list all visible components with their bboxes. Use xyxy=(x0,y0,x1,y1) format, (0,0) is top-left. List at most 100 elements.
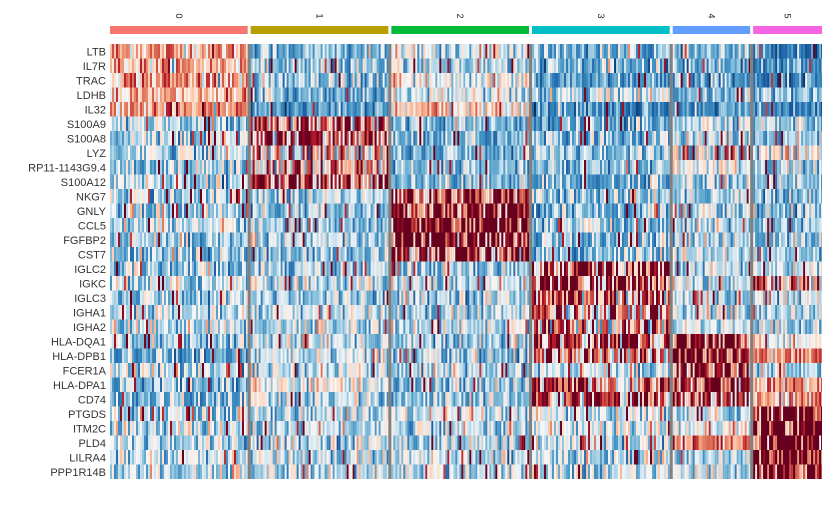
heatmap-cell-HLA-DPB1-cluster-5 xyxy=(753,348,822,363)
heatmap-cell-IGLC3-cluster-0 xyxy=(110,290,248,305)
heatmap-cell-NKG7-cluster-0 xyxy=(110,189,248,204)
heatmap-cell-S100A8-cluster-1 xyxy=(250,131,389,146)
heatmap-cell-IGHA1-cluster-5 xyxy=(753,305,822,320)
heatmap-cell-IGHA1-cluster-1 xyxy=(250,305,389,320)
heatmap-cell-CD74-cluster-5 xyxy=(753,392,822,407)
cluster-separator-2 xyxy=(529,44,533,479)
heatmap-cell-S100A12-cluster-3 xyxy=(532,174,670,189)
heatmap-cell-IGKC-cluster-2 xyxy=(391,276,530,291)
heatmap-cell-LDHB-cluster-5 xyxy=(753,87,822,102)
heatmap-cell-IGHA2-cluster-1 xyxy=(250,319,389,334)
heatmap-cell-IGLC2-cluster-0 xyxy=(110,261,248,276)
heatmap-cell-HLA-DPB1-cluster-4 xyxy=(672,348,751,363)
gene-label-PLD4: PLD4 xyxy=(78,438,106,450)
heatmap-cell-TRAC-cluster-2 xyxy=(391,73,530,88)
heatmap-cell-HLA-DQA1-cluster-1 xyxy=(250,334,389,349)
gene-label-CST7: CST7 xyxy=(78,249,106,261)
heatmap-cell-ITM2C-cluster-5 xyxy=(753,421,822,436)
heatmap-cell-S100A8-cluster-5 xyxy=(753,131,822,146)
heatmap-cell-GNLY-cluster-0 xyxy=(110,203,248,218)
heatmap-cell-FCER1A-cluster-3 xyxy=(532,363,670,378)
heatmap-cell-IGKC-cluster-0 xyxy=(110,276,248,291)
gene-label-IGLC2: IGLC2 xyxy=(74,264,106,276)
heatmap-cell-FGFBP2-cluster-0 xyxy=(110,232,248,247)
heatmap-cell-NKG7-cluster-4 xyxy=(672,189,751,204)
gene-label-HLA-DPB1: HLA-DPB1 xyxy=(52,351,106,363)
heatmap-cell-IGHA1-cluster-2 xyxy=(391,305,530,320)
heatmap-cell-ITM2C-cluster-3 xyxy=(532,421,670,436)
gene-label-CCL5: CCL5 xyxy=(78,220,106,232)
heatmap-cell-IGKC-cluster-5 xyxy=(753,276,822,291)
heatmap-cell-NKG7-cluster-5 xyxy=(753,189,822,204)
gene-label-LILRA4: LILRA4 xyxy=(69,452,106,464)
heatmap-cell-ITM2C-cluster-4 xyxy=(672,421,751,436)
heatmap-cell-CST7-cluster-5 xyxy=(753,247,822,262)
gene-label-FCER1A: FCER1A xyxy=(63,365,107,377)
heatmap-cell-PPP1R14B-cluster-5 xyxy=(753,464,822,479)
heatmap-cell-LYZ-cluster-0 xyxy=(110,145,248,160)
heatmap-cell-IGHA2-cluster-3 xyxy=(532,319,670,334)
gene-label-IGHA1: IGHA1 xyxy=(73,307,106,319)
heatmap-cell-LYZ-cluster-1 xyxy=(250,145,389,160)
heatmap-cell-PTGDS-cluster-5 xyxy=(753,406,822,421)
heatmap-cell-S100A9-cluster-2 xyxy=(391,116,530,131)
heatmap-cell-IGHA2-cluster-2 xyxy=(391,319,530,334)
heatmap-cell-RP11-1143G9.4-cluster-5 xyxy=(753,160,822,175)
heatmap-cell-S100A9-cluster-5 xyxy=(753,116,822,131)
heatmap-cell-PLD4-cluster-1 xyxy=(250,435,389,450)
heatmap-cell-TRAC-cluster-3 xyxy=(532,73,670,88)
heatmap-cell-PPP1R14B-cluster-2 xyxy=(391,464,530,479)
heatmap-cell-LDHB-cluster-2 xyxy=(391,87,530,102)
heatmap-cell-LILRA4-cluster-4 xyxy=(672,450,751,465)
cluster-separator-1 xyxy=(388,44,392,479)
heatmap-cell-S100A9-cluster-3 xyxy=(532,116,670,131)
heatmap-cell-HLA-DQA1-cluster-0 xyxy=(110,334,248,349)
heatmap-cell-IGKC-cluster-1 xyxy=(250,276,389,291)
heatmap-cell-S100A12-cluster-1 xyxy=(250,174,389,189)
heatmap-cell-S100A8-cluster-4 xyxy=(672,131,751,146)
heatmap-cell-S100A9-cluster-4 xyxy=(672,116,751,131)
heatmap-cell-IGHA2-cluster-5 xyxy=(753,319,822,334)
heatmap-cell-HLA-DPA1-cluster-3 xyxy=(532,377,670,392)
heatmap-cell-NKG7-cluster-1 xyxy=(250,189,389,204)
heatmap-cell-LILRA4-cluster-2 xyxy=(391,450,530,465)
heatmap-cell-RP11-1143G9.4-cluster-4 xyxy=(672,160,751,175)
gene-labels: LTB IL7R TRAC LDHB IL32 S100A9 S100A8 LYZ RP11-1… xyxy=(28,46,107,479)
heatmap-cell-S100A8-cluster-3 xyxy=(532,131,670,146)
heatmap-cell-PPP1R14B-cluster-1 xyxy=(250,464,389,479)
gene-label-S100A8: S100A8 xyxy=(67,133,106,145)
cluster-separator-3 xyxy=(669,44,673,479)
heatmap-cell-IL7R-cluster-2 xyxy=(391,58,530,73)
gene-label-LDHB: LDHB xyxy=(77,90,106,102)
heatmap-cell-IL7R-cluster-0 xyxy=(110,58,248,73)
heatmap-cell-LILRA4-cluster-3 xyxy=(532,450,670,465)
heatmap-cell-S100A12-cluster-2 xyxy=(391,174,530,189)
heatmap-cell-IL32-cluster-2 xyxy=(391,102,530,117)
heatmap-cell-TRAC-cluster-5 xyxy=(753,73,822,88)
heatmap-cell-FCER1A-cluster-1 xyxy=(250,363,389,378)
heatmap-cell-IGHA1-cluster-3 xyxy=(532,305,670,320)
heatmap-cell-CD74-cluster-3 xyxy=(532,392,670,407)
heatmap-cell-LTB-cluster-5 xyxy=(753,44,822,59)
heatmap-cell-CCL5-cluster-3 xyxy=(532,218,670,233)
cluster-labels: 0 1 2 3 4 5 xyxy=(174,13,793,18)
heatmap-cell-RP11-1143G9.4-cluster-0 xyxy=(110,160,248,175)
heatmap-cell-GNLY-cluster-1 xyxy=(250,203,389,218)
heatmap-cell-FCER1A-cluster-2 xyxy=(391,363,530,378)
heatmap-cell-CCL5-cluster-2 xyxy=(391,218,530,233)
heatmap-cell-LILRA4-cluster-0 xyxy=(110,450,248,465)
gene-label-LTB: LTB xyxy=(87,46,106,58)
heatmap-cell-NKG7-cluster-3 xyxy=(532,189,670,204)
heatmap-cell-IL7R-cluster-4 xyxy=(672,58,751,73)
heatmap-cell-HLA-DQA1-cluster-3 xyxy=(532,334,670,349)
heatmap-cell-PPP1R14B-cluster-3 xyxy=(532,464,670,479)
heatmap-cell-ITM2C-cluster-2 xyxy=(391,421,530,436)
heatmap-cell-IL7R-cluster-3 xyxy=(532,58,670,73)
heatmap-cell-TRAC-cluster-1 xyxy=(250,73,389,88)
heatmap-cell-RP11-1143G9.4-cluster-3 xyxy=(532,160,670,175)
heatmap-cell-LTB-cluster-3 xyxy=(532,44,670,59)
cluster-bar-5 xyxy=(753,26,822,34)
heatmap-cell-HLA-DPB1-cluster-2 xyxy=(391,348,530,363)
cluster-label-3: 3 xyxy=(596,13,606,18)
heatmap-cell-IGLC3-cluster-4 xyxy=(672,290,751,305)
